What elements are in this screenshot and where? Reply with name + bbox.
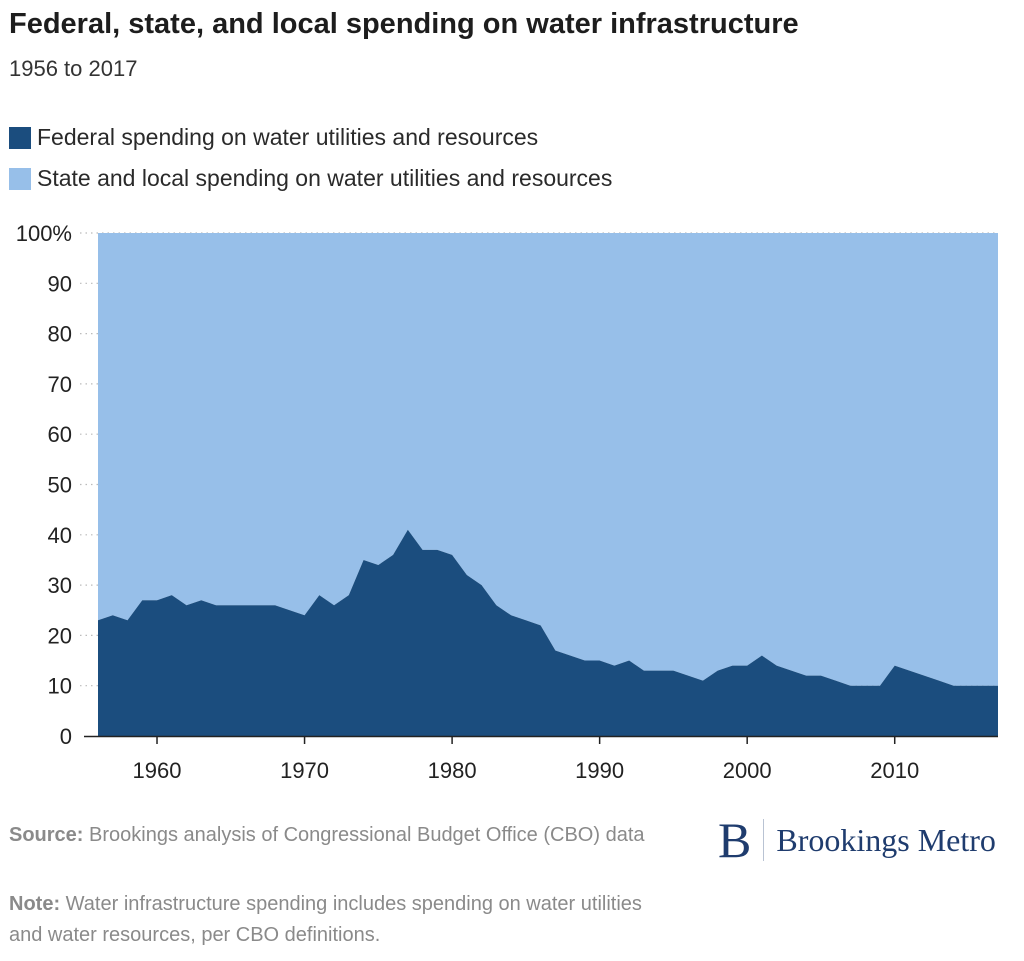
y-tick-label: 0 xyxy=(60,724,72,749)
y-tick-label: 50 xyxy=(48,473,72,498)
legend-label-state-local: State and local spending on water utilit… xyxy=(37,165,613,191)
logo-divider xyxy=(763,819,765,861)
y-tick-label: 10 xyxy=(48,674,72,699)
note-text: Water infrastructure spending includes s… xyxy=(9,893,642,946)
y-tick-label: 30 xyxy=(48,573,72,598)
y-tick-label: 20 xyxy=(48,623,72,648)
y-tick-label: 100% xyxy=(16,221,72,246)
source-label: Source: xyxy=(9,824,84,846)
area-state-local xyxy=(98,233,998,686)
chart-subtitle: 1956 to 2017 xyxy=(9,56,138,81)
area-federal xyxy=(98,529,998,736)
brookings-metro-logo: B Brookings Metro xyxy=(718,815,996,865)
x-tick-label: 1970 xyxy=(280,758,329,783)
y-tick-label: 90 xyxy=(48,271,72,296)
x-tick-label: 1960 xyxy=(133,758,182,783)
legend-item-federal: Federal spending on water utilities and … xyxy=(9,124,538,151)
y-tick-label: 70 xyxy=(48,372,72,397)
logo-mark: B xyxy=(718,812,752,868)
logo-wordmark: Brookings Metro xyxy=(776,821,996,858)
x-tick-label: 2010 xyxy=(870,758,919,783)
source-text: Brookings analysis of Congressional Budg… xyxy=(83,824,645,846)
x-tick-label: 2000 xyxy=(723,758,772,783)
legend-item-state-local: State and local spending on water utilit… xyxy=(9,165,612,192)
chart-title: Federal, state, and local spending on wa… xyxy=(9,8,799,40)
legend-swatch-federal xyxy=(9,126,31,149)
x-tick-label: 1990 xyxy=(575,758,624,783)
area-chart: 0 10 20 30 40 50 60 70 80 90 100% 1960 1970 1980 1990… xyxy=(16,221,998,783)
note-label: Note: xyxy=(9,893,61,915)
x-tick-label: 1980 xyxy=(428,758,477,783)
y-tick-label: 60 xyxy=(48,422,72,447)
legend-label-federal: Federal spending on water utilities and … xyxy=(37,124,539,150)
y-tick-label: 80 xyxy=(48,322,72,347)
legend-swatch-state-local xyxy=(9,167,31,190)
y-axis: 0 10 20 30 40 50 60 70 80 90 100% xyxy=(16,221,72,749)
source-note: Source: Brookings analysis of Congressio… xyxy=(9,820,649,851)
footnote: Note: Water infrastructure spending incl… xyxy=(9,889,649,951)
y-tick-label: 40 xyxy=(48,523,72,548)
x-axis: 1960 1970 1980 1990 2000 2010 xyxy=(84,735,998,783)
